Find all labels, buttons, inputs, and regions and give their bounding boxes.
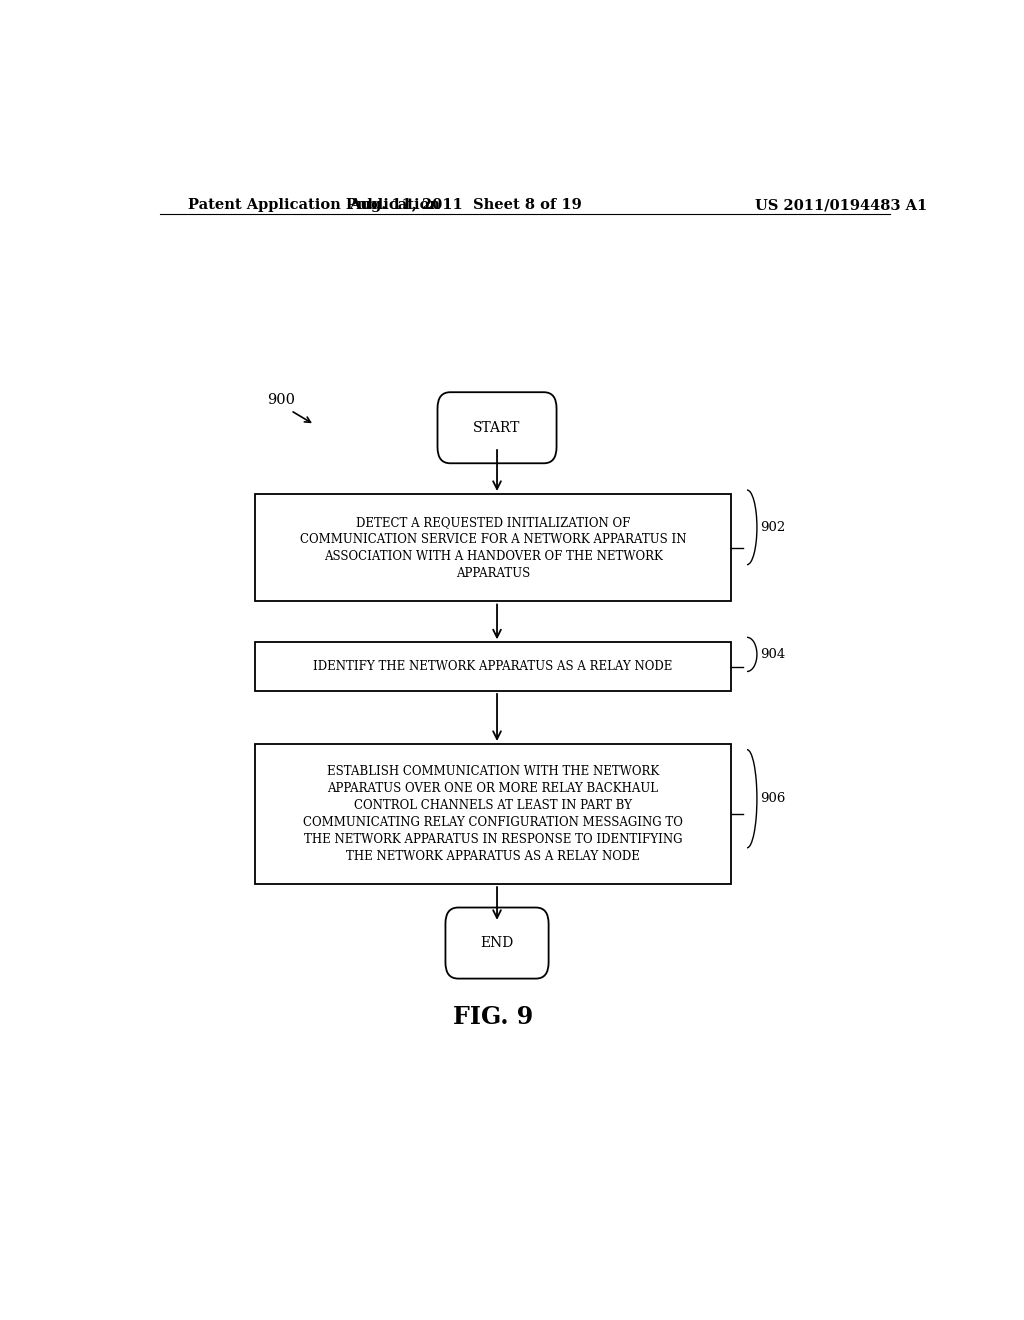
Text: START: START <box>473 421 521 434</box>
Text: 900: 900 <box>267 393 295 408</box>
FancyBboxPatch shape <box>437 392 557 463</box>
Text: 902: 902 <box>761 521 785 533</box>
Text: IDENTIFY THE NETWORK APPARATUS AS A RELAY NODE: IDENTIFY THE NETWORK APPARATUS AS A RELA… <box>313 660 673 673</box>
FancyBboxPatch shape <box>445 908 549 978</box>
Text: END: END <box>480 936 514 950</box>
Text: US 2011/0194483 A1: US 2011/0194483 A1 <box>755 198 927 213</box>
Bar <box>255 494 731 601</box>
Text: Patent Application Publication: Patent Application Publication <box>187 198 439 213</box>
Text: DETECT A REQUESTED INITIALIZATION OF
COMMUNICATION SERVICE FOR A NETWORK APPARAT: DETECT A REQUESTED INITIALIZATION OF COM… <box>300 516 686 579</box>
Text: FIG. 9: FIG. 9 <box>453 1006 534 1030</box>
Bar <box>255 643 731 690</box>
Bar <box>255 744 731 884</box>
Text: 906: 906 <box>761 792 785 805</box>
Text: ESTABLISH COMMUNICATION WITH THE NETWORK
APPARATUS OVER ONE OR MORE RELAY BACKHA: ESTABLISH COMMUNICATION WITH THE NETWORK… <box>303 766 683 863</box>
Text: Aug. 11, 2011  Sheet 8 of 19: Aug. 11, 2011 Sheet 8 of 19 <box>349 198 582 213</box>
Text: 904: 904 <box>761 648 785 661</box>
